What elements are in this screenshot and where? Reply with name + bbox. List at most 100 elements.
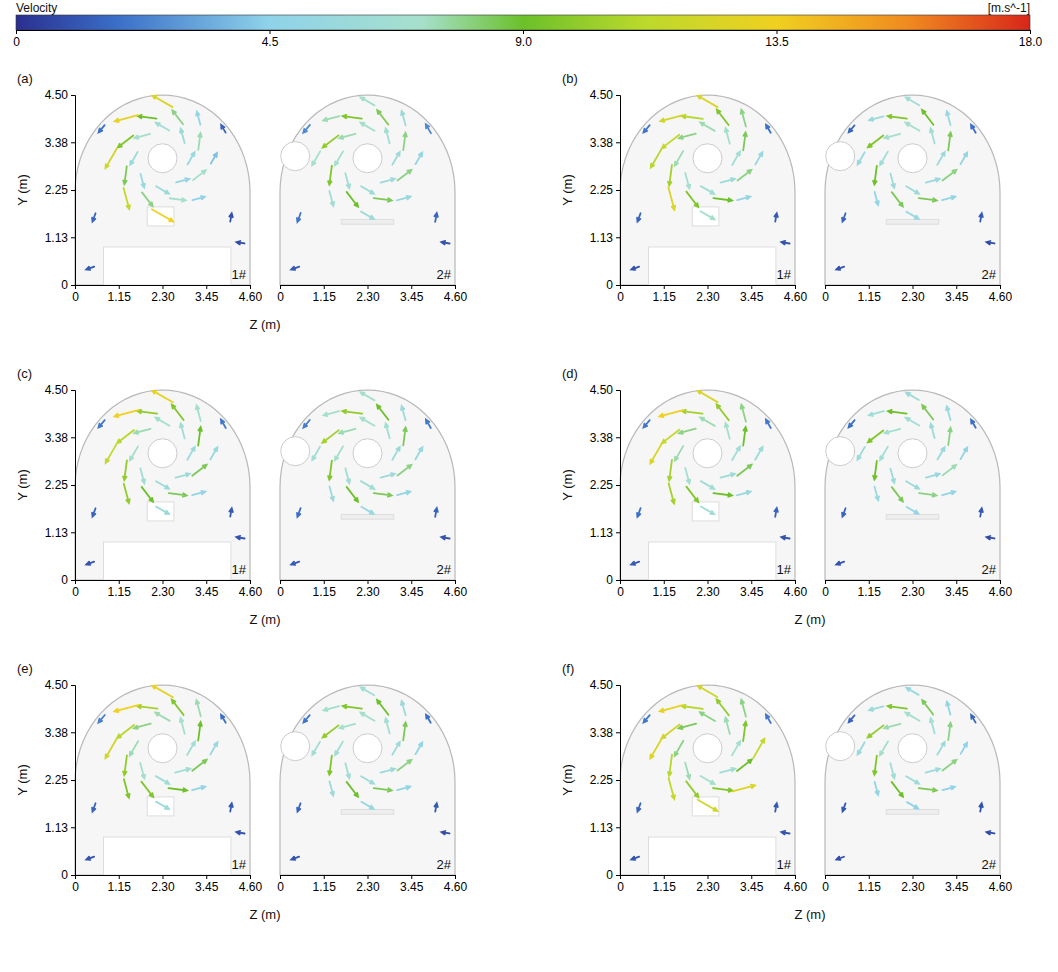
tick: 3.38 (45, 431, 75, 445)
velocity-vector (849, 715, 855, 722)
tick-mark (71, 580, 75, 581)
vehicle (104, 247, 231, 285)
x-axis: 01.152.303.454.60 (72, 580, 262, 599)
velocity-vector (342, 410, 362, 414)
velocity-vector (130, 446, 138, 460)
velocity-vector (328, 756, 332, 775)
tick: 0 (277, 875, 284, 894)
velocity-vector (725, 128, 730, 144)
velocity-vector (868, 725, 884, 737)
subplot: 2#01.152.303.454.60 (277, 95, 467, 304)
tick: 1.15 (858, 285, 882, 304)
velocity-vector (156, 507, 169, 514)
tick-mark (411, 875, 412, 879)
tick: 2.30 (356, 580, 380, 599)
velocity-vector (737, 465, 751, 476)
velocity-vector (885, 134, 901, 139)
velocity-vector (335, 151, 343, 165)
velocity-vector (192, 196, 204, 200)
velocity-vector (662, 430, 679, 443)
velocity-vector (323, 725, 339, 737)
tick: 1.13 (45, 821, 75, 835)
tick-label: 1.15 (858, 880, 882, 894)
velocity-vector (392, 742, 399, 755)
subplot: 2#01.152.303.454.60 (822, 685, 1012, 894)
tick: 2.30 (901, 875, 925, 894)
tick: 13.5 (765, 30, 789, 49)
velocity-vector (385, 718, 390, 733)
subplot: 2#01.152.303.454.60 (822, 95, 1012, 304)
tick-mark (411, 580, 412, 584)
tick-mark (71, 532, 75, 533)
y-axis: 01.132.253.384.50 (590, 88, 621, 292)
velocity-vector (922, 700, 933, 714)
tick-label: 1.15 (313, 290, 337, 304)
velocity-vector (86, 562, 94, 565)
velocity-vector (211, 153, 217, 164)
axis-line (71, 391, 76, 581)
axis-line (616, 96, 621, 286)
velocity-vector (135, 134, 151, 139)
velocity-vector (229, 803, 232, 811)
velocity-vector (106, 444, 117, 463)
velocity-vector (753, 739, 764, 758)
tick-label: 3.45 (740, 880, 764, 894)
velocity-vector (631, 857, 639, 860)
tick-label: 18.0 (1019, 35, 1043, 49)
tick: 2.30 (696, 580, 720, 599)
tick-label: 2.30 (151, 585, 175, 599)
panel: (e)Y (m)Z (m)1#01.152.303.454.6001.132.2… (15, 661, 468, 922)
velocity-vector (849, 420, 855, 427)
velocity-vector (875, 782, 879, 795)
velocity-vector (187, 447, 194, 460)
plot-label: 1# (232, 267, 247, 282)
velocity-vector (328, 461, 332, 480)
velocity-vector (426, 715, 431, 723)
velocity-vector (138, 115, 157, 119)
tick-mark (71, 732, 75, 733)
tick-label: 4.50 (590, 88, 614, 102)
tick-mark (913, 875, 914, 879)
velocity-vector (123, 460, 127, 480)
velocity-vector (686, 487, 698, 502)
tick-label: 1.15 (313, 880, 337, 894)
velocity-vector (377, 405, 388, 420)
tick: 3.38 (590, 431, 620, 445)
velocity-vector (312, 151, 320, 165)
vectors (86, 685, 244, 860)
velocity-vector (717, 404, 729, 420)
velocity-vector (381, 473, 395, 478)
velocity-vector (180, 423, 185, 438)
tick-label: 0 (606, 868, 613, 882)
tick-label: 0 (617, 290, 624, 304)
tick-label: 2.30 (696, 880, 720, 894)
tick-mark (751, 285, 752, 289)
tunnel (825, 95, 1000, 285)
velocity-vector (685, 468, 690, 484)
velocity-vector (971, 715, 975, 723)
tick: 2.30 (696, 875, 720, 894)
velocity-vector (329, 781, 334, 795)
subplot: 1#01.152.303.454.6001.132.253.384.50 (45, 383, 263, 598)
velocity-vector (960, 447, 967, 459)
velocity-vector (741, 700, 746, 717)
tick: 3.45 (740, 285, 764, 304)
velocity-vector (743, 427, 747, 446)
vehicle (649, 542, 776, 580)
tick-mark (368, 285, 369, 289)
tick-label: 4.60 (239, 585, 263, 599)
tick-mark (869, 285, 870, 289)
velocity-vector (868, 136, 883, 148)
velocity-vector (755, 152, 762, 164)
tick: 1.15 (108, 875, 132, 894)
velocity-vector (192, 760, 206, 771)
subplot: 1#01.152.303.454.6001.132.253.384.50 (45, 88, 263, 303)
tick: 2.25 (590, 773, 620, 787)
velocity-vector (738, 170, 752, 181)
velocity-vector (686, 781, 698, 797)
tick-mark (708, 875, 709, 879)
velocity-vector (686, 192, 698, 207)
tick-label: 4.60 (444, 290, 468, 304)
tick: 1.13 (590, 821, 620, 835)
plot-label: 2# (982, 562, 997, 577)
